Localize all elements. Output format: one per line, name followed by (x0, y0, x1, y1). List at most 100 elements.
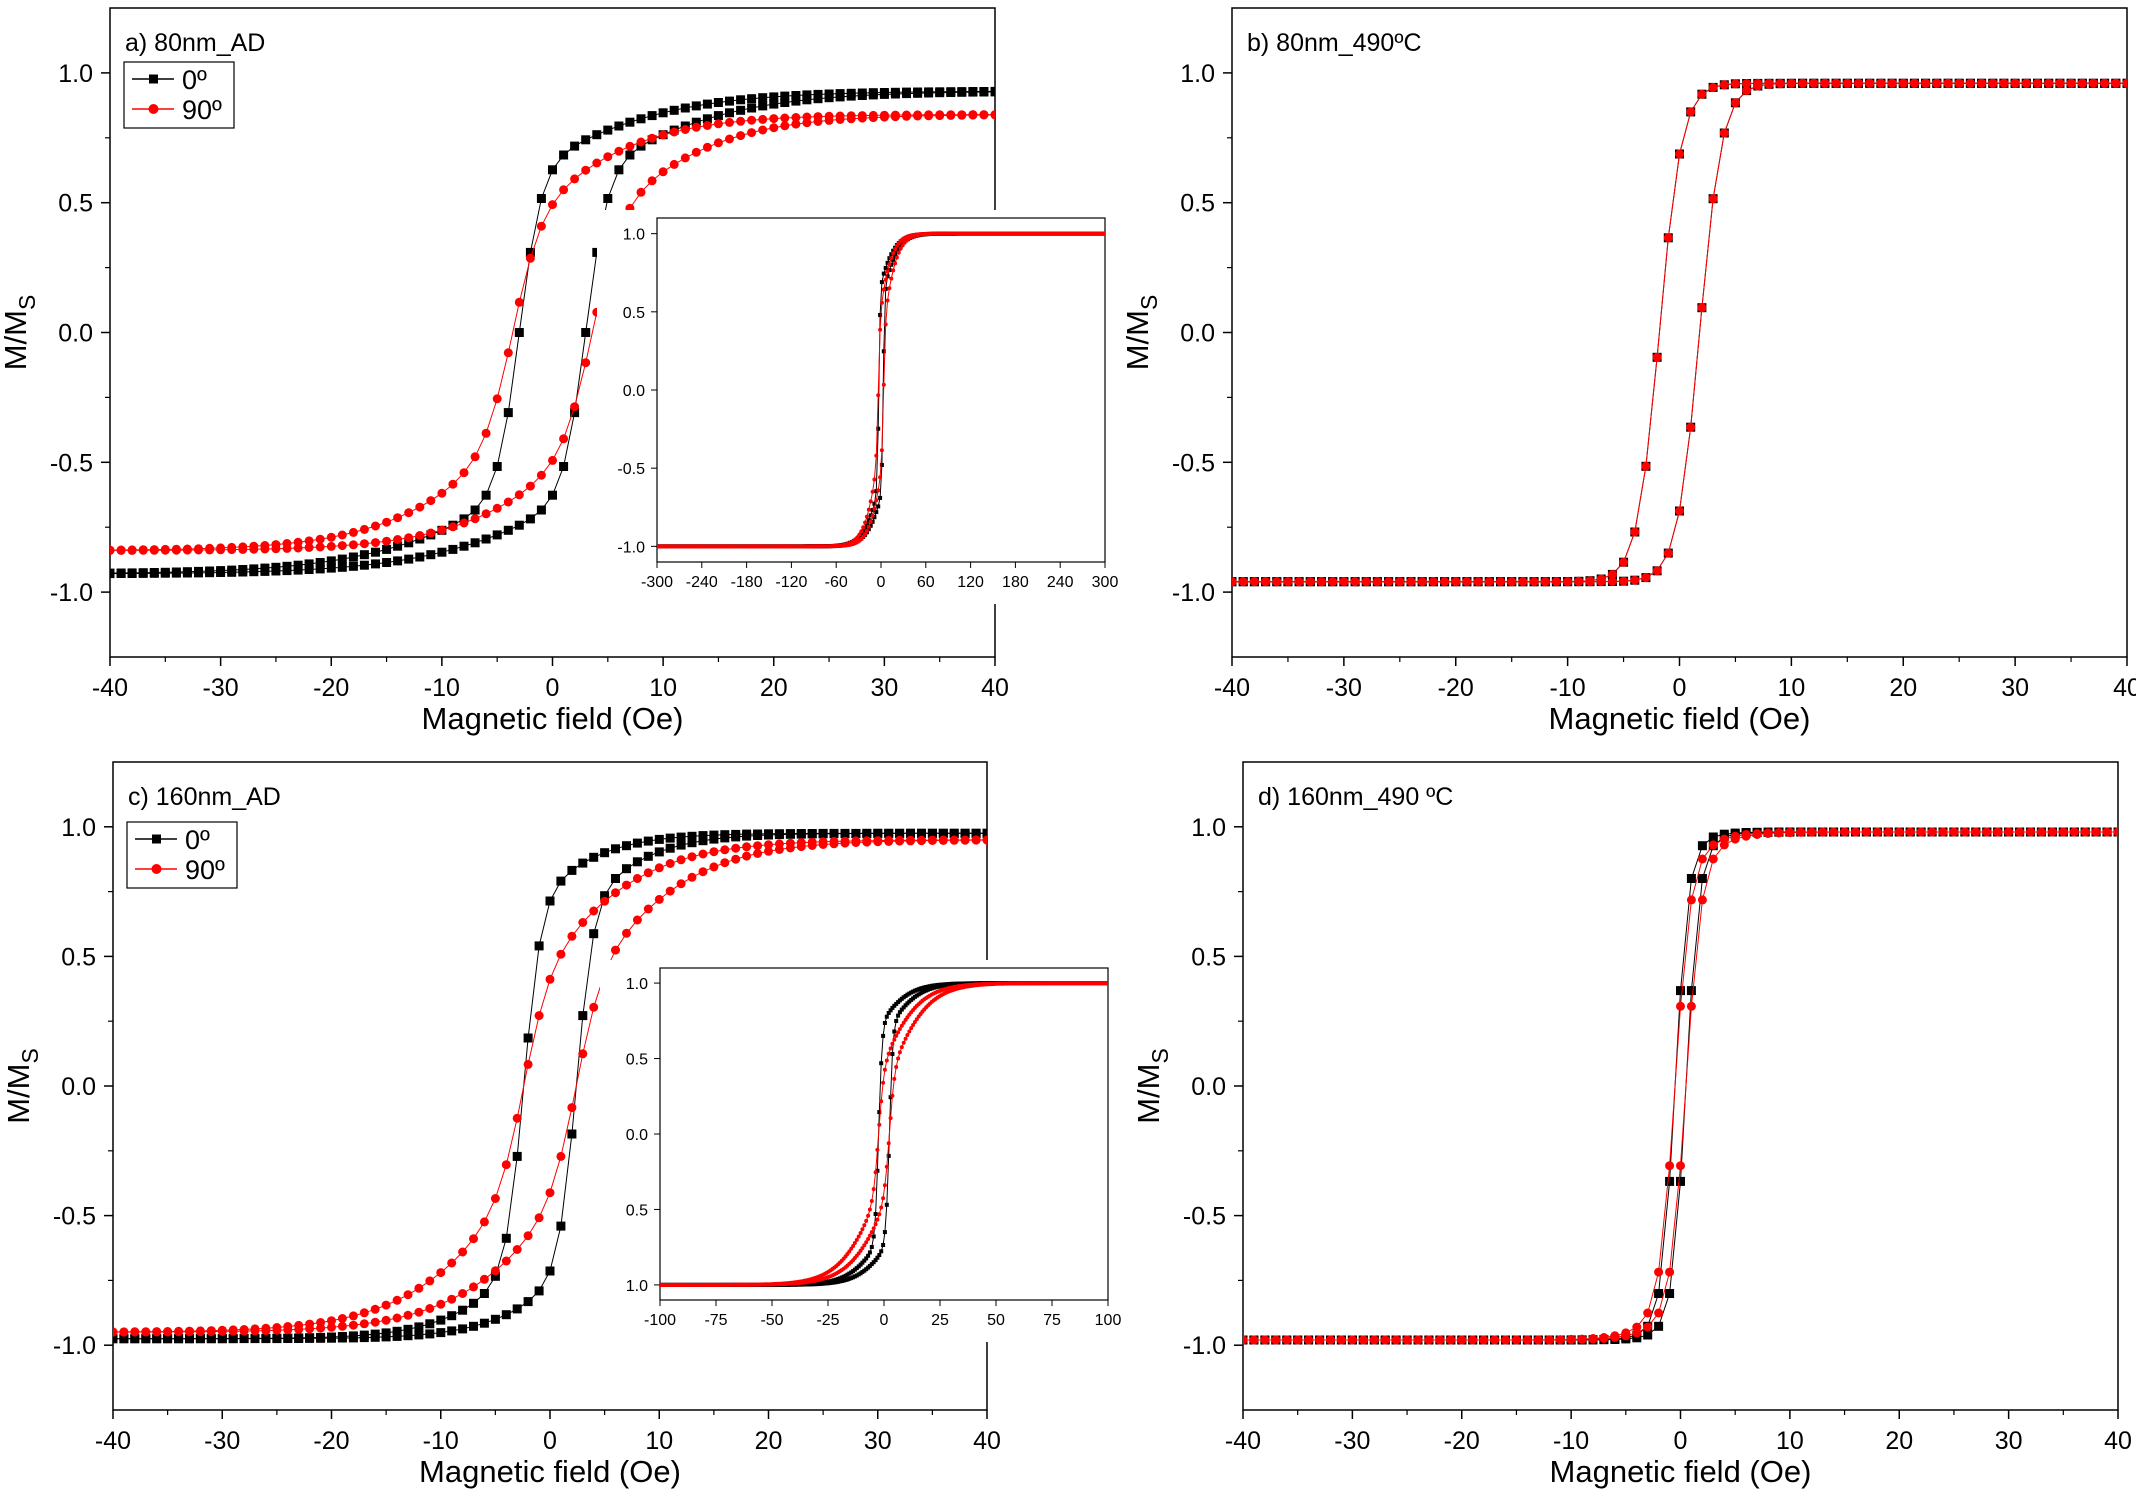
data-point-circle (1435, 1335, 1445, 1345)
data-point-square (447, 1326, 457, 1336)
data-point-square (481, 534, 491, 544)
data-point-circle (217, 1325, 227, 1335)
data-point-circle (1665, 1161, 1675, 1171)
data-point-square (906, 828, 915, 838)
data-point-circle (829, 836, 839, 846)
data-point-square (893, 253, 898, 258)
data-point-circle (873, 836, 883, 846)
data-point-circle (881, 1196, 886, 1201)
data-point-circle (869, 1199, 874, 1203)
x-tick-label: 40 (2113, 674, 2136, 702)
data-point-square (901, 1005, 906, 1010)
panel-title: a) 80nm_AD (125, 29, 265, 57)
data-point-circle (1413, 1335, 1423, 1345)
data-point-circle (912, 1020, 917, 1024)
x-tick-label: 0 (543, 1427, 557, 1455)
data-point-circle (881, 287, 886, 292)
data-point-square (647, 111, 657, 121)
data-point-circle (879, 300, 884, 305)
data-point-square (581, 135, 591, 145)
data-point-circle (897, 1050, 902, 1055)
data-point-circle (404, 508, 414, 518)
data-point-circle (548, 200, 557, 210)
panel-title: c) 160nm_AD (128, 783, 281, 811)
data-point-square (769, 92, 779, 102)
data-point-circle (895, 835, 905, 845)
x-axis-title: Magnetic field (Oe) (1549, 701, 1811, 736)
data-point-circle (1905, 827, 1915, 837)
legend-marker-circle (151, 864, 162, 874)
data-point-square (326, 556, 336, 566)
data-point-square (403, 1331, 413, 1341)
data-point-circle (1786, 78, 1796, 88)
data-point-square (990, 86, 995, 96)
data-point-square (436, 1328, 446, 1338)
data-point-circle (261, 1323, 271, 1333)
data-point-square (622, 841, 631, 851)
series-0deg (110, 86, 995, 579)
data-point-square (545, 896, 555, 906)
data-point-circle (871, 1226, 876, 1231)
x-tick-label: -10 (424, 674, 460, 702)
data-point-circle (359, 524, 369, 534)
data-point-circle (305, 1319, 315, 1329)
data-point-square (592, 130, 602, 140)
data-point-circle (182, 544, 192, 554)
data-point-square (337, 562, 347, 572)
data-point-circle (1305, 577, 1315, 587)
data-point-circle (1675, 149, 1684, 159)
data-point-circle (501, 1160, 511, 1170)
data-point-square (913, 87, 923, 97)
data-point-circle (534, 1011, 544, 1021)
data-point-circle (758, 125, 768, 135)
data-point-square (548, 165, 557, 175)
data-point-square (514, 328, 524, 337)
data-point-circle (160, 544, 170, 554)
data-point-circle (864, 514, 869, 519)
data-point-circle (119, 1327, 129, 1337)
data-point-square (883, 286, 888, 291)
data-point-circle (1484, 577, 1494, 587)
y-tick-label: 1.0 (61, 814, 96, 842)
data-point-circle (592, 158, 602, 168)
data-point-circle (392, 1295, 402, 1305)
data-point-circle (731, 854, 741, 864)
data-point-square (829, 828, 839, 838)
y-tick-label: 0.5 (61, 943, 96, 971)
data-point-circle (901, 1040, 906, 1045)
data-point-circle (227, 542, 237, 552)
data-point-circle (1909, 78, 1919, 88)
data-point-square (492, 462, 502, 471)
data-point-circle (888, 1046, 893, 1051)
data-point-square (503, 408, 513, 418)
series-90deg (1243, 827, 2118, 1345)
data-point-square (490, 1314, 500, 1324)
series-0deg (113, 828, 987, 1344)
data-point-square (271, 562, 281, 572)
data-point-square (589, 929, 599, 939)
data-point-circle (899, 1045, 904, 1050)
data-point-circle (1293, 1335, 1303, 1345)
data-point-circle (2066, 78, 2076, 88)
data-point-circle (1479, 1335, 1489, 1345)
data-point-square (381, 1328, 391, 1338)
x-tick-label: -40 (1214, 674, 1250, 702)
data-point-circle (1818, 827, 1828, 837)
data-point-circle (872, 477, 877, 482)
data-point-circle (1676, 1161, 1685, 1171)
data-point-circle (903, 1036, 908, 1041)
data-point-square (874, 489, 879, 494)
data-point-square (654, 847, 664, 857)
data-point-circle (614, 146, 624, 156)
data-point-circle (113, 1327, 118, 1337)
data-point-square (116, 568, 126, 578)
data-point-circle (1522, 1335, 1532, 1345)
data-point-square (780, 98, 790, 107)
data-point-square (736, 95, 746, 105)
data-point-square (813, 89, 823, 99)
data-point-circle (1283, 577, 1293, 587)
data-point-circle (1540, 577, 1550, 587)
data-point-circle (239, 1325, 249, 1334)
data-point-circle (1883, 827, 1893, 837)
data-point-circle (611, 888, 620, 898)
